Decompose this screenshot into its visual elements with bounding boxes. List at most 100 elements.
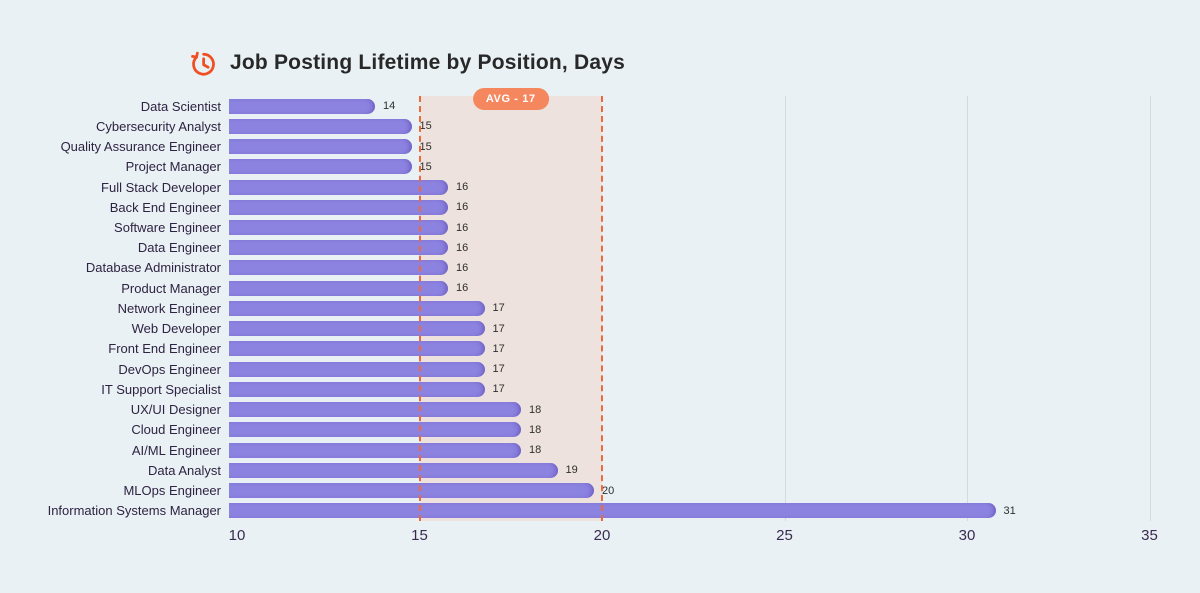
history-clock-icon	[191, 51, 215, 76]
average-badge: AVG - 17	[472, 88, 549, 110]
y-axis-label: IT Support Specialist	[101, 381, 221, 397]
bar	[229, 503, 996, 519]
bar	[229, 341, 485, 357]
bar-row: Back End Engineer 16	[0, 197, 1160, 217]
y-axis-label: Product Manager	[121, 280, 221, 296]
bar	[229, 422, 521, 438]
bar-row: IT Support Specialist 17	[0, 379, 1160, 399]
bar	[229, 483, 594, 499]
y-axis-label: Data Engineer	[137, 240, 221, 256]
x-axis: 10 15 20 25 30 35	[229, 521, 1160, 545]
bar-value-label: 17	[492, 363, 505, 376]
bar-value-label: 16	[456, 221, 469, 234]
bar	[229, 300, 485, 316]
bar	[229, 220, 448, 236]
bar-value-label: 17	[492, 342, 505, 355]
bar-value-label: 15	[419, 160, 432, 173]
bar-row: Cloud Engineer 18	[0, 420, 1160, 440]
y-axis-label: Database Administrator	[85, 260, 221, 276]
y-axis-label: UX/UI Designer	[130, 402, 221, 418]
bar-row: Network Engineer 17	[0, 298, 1160, 318]
bar	[229, 240, 448, 256]
y-axis-label: Project Manager	[125, 159, 221, 175]
y-axis-label: Cloud Engineer	[131, 422, 221, 438]
bar-row: AI/ML Engineer 18	[0, 440, 1160, 460]
gridline-25	[784, 96, 786, 521]
bar-row: Software Engineer 16	[0, 217, 1160, 237]
bar	[229, 462, 558, 478]
bar-row: Data Scientist 14	[0, 96, 1160, 116]
y-axis-label: Data Scientist	[140, 98, 221, 114]
bar-row: Web Developer 17	[0, 319, 1160, 339]
bar	[229, 280, 448, 296]
y-axis-label: Data Analyst	[148, 462, 221, 478]
x-tick-label: 35	[1141, 527, 1158, 544]
y-axis-label: Web Developer	[131, 321, 221, 337]
y-axis-label: Front End Engineer	[108, 341, 221, 357]
bar-value-label: 18	[529, 423, 542, 436]
y-axis-label: Quality Assurance Engineer	[60, 139, 221, 155]
bar	[229, 381, 485, 397]
x-tick-label: 30	[958, 527, 976, 544]
bar-value-label: 16	[456, 282, 469, 295]
y-axis-label: Cybersecurity Analyst	[96, 118, 221, 134]
y-axis-label: Software Engineer	[114, 220, 221, 236]
gridline-30	[967, 96, 968, 521]
bar-value-label: 18	[529, 444, 542, 457]
bar	[229, 159, 412, 175]
bar-value-label: 17	[492, 322, 505, 335]
bar-value-label: 14	[383, 100, 396, 113]
average-band-right-line	[601, 96, 603, 521]
bar-value-label: 20	[602, 484, 615, 497]
y-axis-label: Network Engineer	[117, 300, 221, 316]
bar	[229, 442, 521, 458]
bar-value-label: 15	[419, 140, 432, 153]
y-axis-label: Back End Engineer	[109, 199, 221, 215]
bar-row: Information Systems Manager 31	[0, 501, 1160, 521]
y-axis-label: Full Stack Developer	[101, 179, 221, 195]
bar	[229, 199, 448, 215]
bar-row: Full Stack Developer 16	[0, 177, 1160, 197]
y-axis-label: MLOps Engineer	[123, 483, 221, 499]
bar	[229, 179, 448, 195]
bar-row: Front End Engineer 17	[0, 339, 1160, 359]
bar-row: DevOps Engineer 17	[0, 359, 1160, 379]
bar-value-label: 19	[565, 464, 578, 477]
bar-row: Cybersecurity Analyst 15	[0, 116, 1160, 136]
y-axis-label: AI/ML Engineer	[131, 442, 221, 458]
bar	[229, 139, 412, 155]
y-axis-label: DevOps Engineer	[118, 361, 221, 377]
bar-value-label: 16	[456, 201, 469, 214]
bar	[229, 260, 448, 276]
bar	[229, 361, 485, 377]
x-tick-label: 25	[776, 527, 793, 544]
bar-row: MLOps Engineer 20	[0, 480, 1160, 500]
bar-value-label: 16	[456, 241, 469, 254]
bar	[229, 321, 485, 337]
bar-value-label: 18	[529, 403, 542, 416]
bar-row: Data Analyst 19	[0, 460, 1160, 480]
bar	[229, 118, 412, 134]
bar-value-label: 17	[492, 302, 505, 315]
chart-title: Job Posting Lifetime by Position, Days	[230, 51, 625, 74]
x-tick-label: 15	[411, 527, 428, 544]
bar-value-label: 15	[419, 120, 432, 133]
bar-row: UX/UI Designer 18	[0, 400, 1160, 420]
y-axis-label: Information Systems Manager	[47, 503, 221, 519]
bar-rows: Data Scientist 14 Cybersecurity Analyst 15 Q…	[0, 96, 1160, 521]
bar-row: Project Manager 15	[0, 157, 1160, 177]
bar-value-label: 16	[456, 261, 469, 274]
bar-row: Quality Assurance Engineer 15	[0, 136, 1160, 156]
bar-value-label: 31	[1003, 504, 1016, 517]
x-tick-label: 20	[593, 527, 611, 544]
bar-value-label: 16	[456, 181, 469, 194]
chart-header: Job Posting Lifetime by Position, Days	[188, 48, 625, 78]
bar	[229, 402, 521, 418]
bar	[229, 98, 375, 114]
bar-row: Product Manager 16	[0, 278, 1160, 298]
plot-area: AVG - 17 Data Scientist 14 Cybersecurity A…	[48, 88, 1160, 544]
bar-row: Data Engineer 16	[0, 238, 1160, 258]
gridline-35	[1149, 96, 1151, 521]
average-band-left-line	[418, 96, 421, 521]
